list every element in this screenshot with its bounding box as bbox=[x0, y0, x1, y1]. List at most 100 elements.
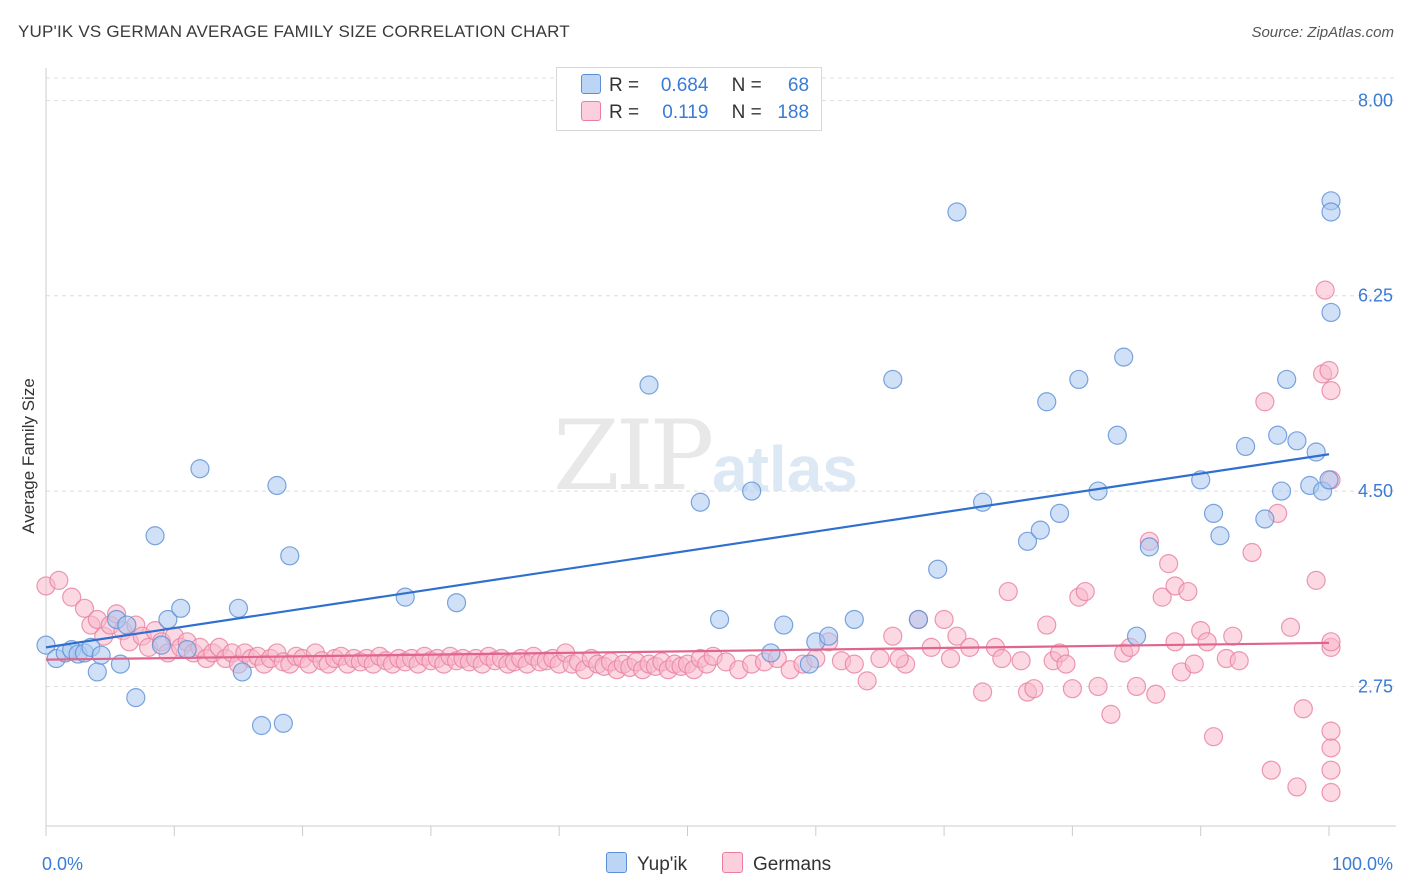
yupik-point bbox=[947, 202, 967, 222]
yupik-point bbox=[251, 715, 272, 736]
series-legend: Yup'ik Germans bbox=[0, 852, 1406, 878]
yupik-point bbox=[177, 640, 197, 660]
german-point bbox=[1321, 738, 1341, 758]
yupik-point bbox=[1049, 503, 1070, 524]
y-tick-label: 2.75 bbox=[1358, 676, 1393, 696]
yupik-point bbox=[1203, 503, 1224, 524]
german-point bbox=[1321, 632, 1341, 652]
yupik-point bbox=[761, 643, 781, 663]
yupik-trend-line bbox=[45, 453, 1330, 649]
german-trend-line bbox=[45, 641, 1330, 661]
yupik-point bbox=[1017, 531, 1038, 551]
german-point bbox=[1062, 679, 1083, 699]
watermark-zip: ZIP bbox=[553, 400, 714, 512]
germans-r-label: R = bbox=[609, 102, 640, 123]
x-tick-label: 100.0% bbox=[1332, 854, 1393, 874]
legend-item-yupik: Yup'ik bbox=[606, 852, 687, 876]
german-point bbox=[1178, 581, 1198, 602]
german-point bbox=[1165, 632, 1185, 652]
yupik-point bbox=[639, 375, 659, 395]
yupik-point bbox=[844, 609, 864, 630]
german-point bbox=[1321, 380, 1341, 401]
yupik-point bbox=[1268, 425, 1288, 445]
germans-n-label: N = bbox=[731, 102, 762, 123]
german-point bbox=[857, 671, 877, 691]
yupik-point bbox=[1037, 392, 1057, 412]
yupik-point bbox=[1321, 202, 1341, 222]
german-point bbox=[1319, 360, 1339, 381]
yupik-point bbox=[190, 459, 210, 479]
yupik-point bbox=[690, 492, 710, 512]
yupik-point bbox=[87, 662, 107, 682]
yupik-point bbox=[972, 492, 993, 512]
german-point bbox=[1184, 654, 1204, 674]
german-point bbox=[1126, 676, 1147, 697]
german-point bbox=[1229, 651, 1249, 671]
german-point bbox=[870, 648, 890, 669]
german-point bbox=[1242, 542, 1262, 563]
yupik-point bbox=[171, 598, 191, 618]
yupik-point bbox=[280, 546, 300, 566]
german-point bbox=[1146, 684, 1166, 704]
yupik-point bbox=[799, 654, 819, 674]
source-label: Source: ZipAtlas.com bbox=[1251, 24, 1394, 41]
german-point bbox=[972, 682, 993, 702]
yupik-point bbox=[774, 615, 794, 635]
legend-swatch-germans bbox=[722, 852, 743, 873]
yupik-point bbox=[1271, 481, 1292, 501]
yupik-point bbox=[1107, 425, 1127, 445]
y-axis-label: Average Family Size bbox=[19, 378, 38, 534]
yupik-point bbox=[117, 615, 137, 635]
german-point bbox=[1321, 721, 1341, 741]
yupik-point bbox=[273, 713, 293, 733]
german-point bbox=[1011, 651, 1031, 671]
yupik-point bbox=[1126, 626, 1147, 646]
german-point bbox=[49, 570, 69, 590]
yupik-point bbox=[819, 626, 839, 646]
yupik-r-label: R = bbox=[609, 75, 640, 96]
german-point bbox=[1255, 392, 1275, 412]
yupik-point bbox=[1030, 520, 1050, 540]
germans-r-value: 0.119 bbox=[662, 102, 709, 123]
german-point bbox=[844, 654, 864, 674]
x-tick-label: 0.0% bbox=[42, 854, 83, 874]
german-point bbox=[1293, 699, 1313, 719]
german-point bbox=[1152, 587, 1172, 607]
yupik-point bbox=[232, 662, 252, 682]
yupik-point bbox=[928, 559, 948, 579]
y-tick-label: 4.50 bbox=[1358, 481, 1393, 501]
german-point bbox=[1088, 676, 1108, 697]
stats-legend-row-yupik: R = 0.684 N = 68 bbox=[581, 74, 809, 100]
yupik-point bbox=[91, 645, 111, 665]
german-point bbox=[883, 626, 903, 646]
legend-label-germans: Germans bbox=[753, 854, 832, 875]
german-point bbox=[1306, 570, 1326, 590]
germans-swatch bbox=[581, 101, 601, 121]
german-point bbox=[992, 648, 1012, 669]
german-point bbox=[889, 648, 909, 669]
yupik-point bbox=[395, 587, 415, 607]
german-point bbox=[940, 648, 961, 669]
yupik-point bbox=[1114, 347, 1134, 367]
legend-label-yupik: Yup'ik bbox=[637, 854, 688, 875]
yupik-point bbox=[709, 609, 730, 630]
stats-legend-row-germans: R = 0.119 N = 188 bbox=[581, 101, 809, 127]
german-point bbox=[1056, 654, 1076, 674]
yupik-point bbox=[1069, 369, 1089, 390]
german-point bbox=[998, 581, 1018, 602]
yupik-point bbox=[1277, 369, 1297, 390]
yupik-point bbox=[1321, 302, 1341, 323]
german-point bbox=[1321, 760, 1341, 780]
yupik-point bbox=[446, 593, 467, 613]
yupik-swatch bbox=[581, 74, 601, 94]
y-tick-label: 8.00 bbox=[1358, 90, 1393, 110]
german-point bbox=[74, 598, 95, 618]
yupik-point bbox=[1306, 442, 1326, 462]
german-point bbox=[1261, 760, 1281, 780]
yupik-point bbox=[126, 688, 146, 708]
german-point bbox=[1223, 626, 1243, 646]
yupik-point bbox=[1319, 470, 1339, 490]
legend-swatch-yupik bbox=[606, 852, 627, 873]
yupik-n-label: N = bbox=[731, 75, 762, 96]
